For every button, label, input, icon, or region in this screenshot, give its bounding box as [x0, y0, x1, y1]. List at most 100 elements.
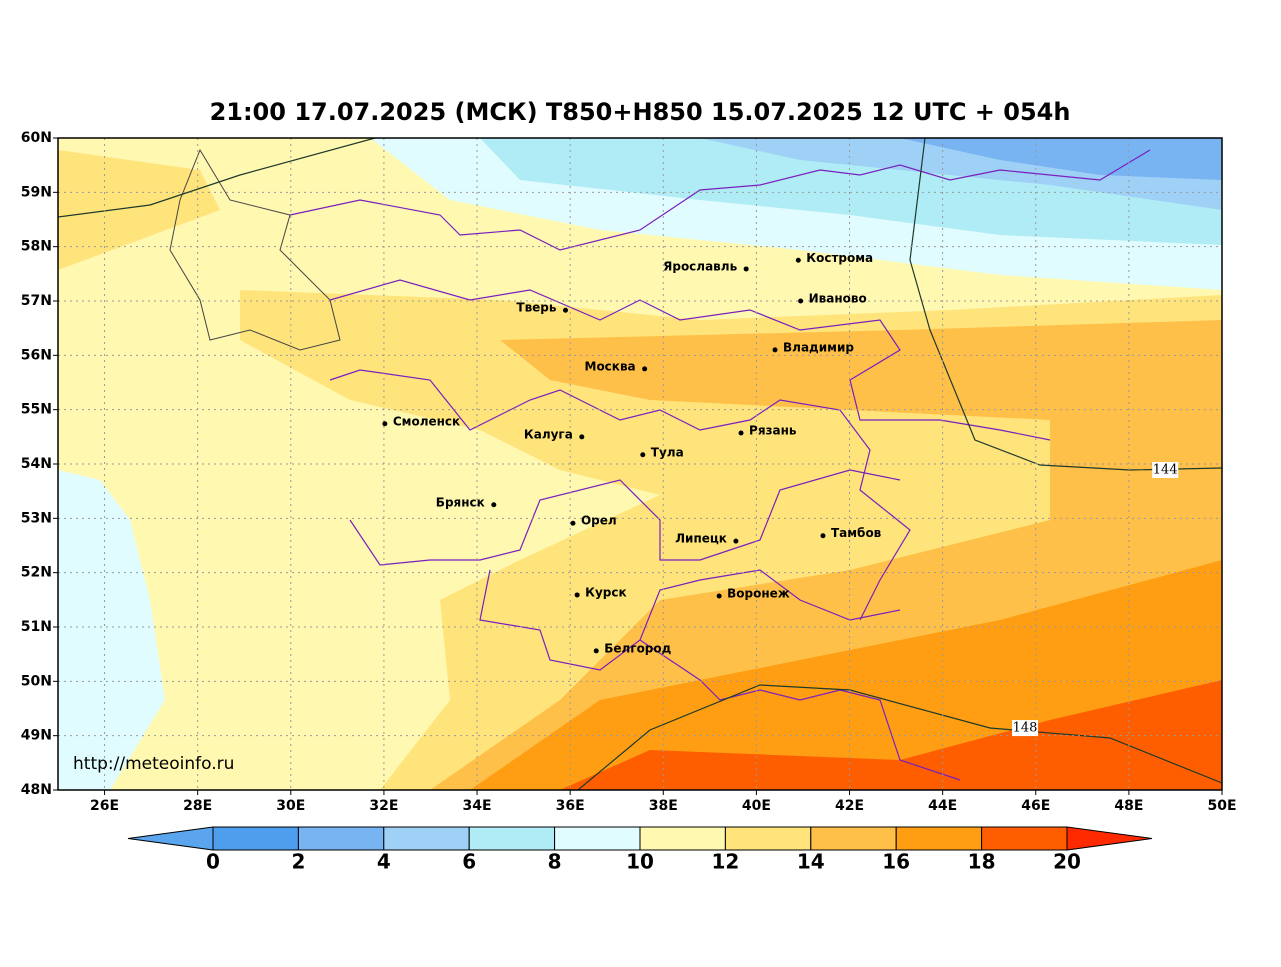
- colorbar-box: [468, 826, 556, 851]
- map-frame: [57, 137, 1223, 791]
- temperature-band: [560, 680, 1222, 790]
- x-tick-label: 30E: [276, 798, 305, 814]
- y-tick-label: 60N: [21, 130, 52, 146]
- contour-label: 144: [1153, 462, 1178, 477]
- x-tick-label: 40E: [742, 798, 771, 814]
- colorbar-tick-label: 12: [711, 850, 739, 874]
- y-tick-label: 53N: [21, 510, 52, 526]
- city-label: Тамбов: [831, 526, 882, 540]
- city-label: Калуга: [524, 427, 573, 441]
- city-label: Липецк: [675, 532, 727, 546]
- y-tick-label: 56N: [21, 347, 52, 363]
- y-tick-label: 50N: [21, 673, 52, 689]
- y-tick-label: 59N: [21, 184, 52, 200]
- colorbar-box: [297, 826, 385, 851]
- city-label: Тула: [651, 445, 684, 459]
- x-tick-label: 50E: [1207, 798, 1236, 814]
- city-marker: [820, 533, 826, 539]
- city-label: Воронеж: [727, 587, 790, 601]
- colorbar-tick-label: 0: [206, 850, 220, 874]
- contour-label-bg: [1012, 720, 1039, 737]
- city-marker: [738, 430, 744, 436]
- city-label: Смоленск: [393, 414, 460, 428]
- region-border: [329, 279, 1051, 441]
- x-tick-label: 46E: [1021, 798, 1050, 814]
- city-marker: [642, 366, 648, 372]
- colorbar: 0 2 4 6 8 10 12 14 16 18 20: [127, 826, 1153, 874]
- colorbar-box: [981, 826, 1068, 851]
- region-border: [329, 369, 911, 621]
- y-tick-label: 58N: [21, 239, 52, 255]
- contour-label-bg: [1152, 461, 1179, 478]
- colorbar-box: [810, 826, 897, 851]
- colorbar-tick-label: 14: [797, 850, 825, 874]
- source-url: http://meteoinfo.ru: [73, 754, 234, 774]
- x-tick-label: 38E: [649, 798, 678, 814]
- region-border: [289, 149, 1151, 251]
- city-marker: [593, 648, 599, 654]
- colorbar-box: [383, 826, 470, 851]
- contour-label: 148: [1013, 721, 1038, 736]
- city-label: Рязань: [749, 424, 797, 438]
- y-tick-label: 48N: [21, 782, 52, 798]
- region-border: [639, 639, 961, 781]
- city-marker: [491, 502, 497, 508]
- colorbar-tick-label: 6: [462, 850, 476, 874]
- region-border: [479, 569, 901, 671]
- colorbar-box: [639, 826, 726, 851]
- colorbar-tick-label: 10: [626, 850, 654, 874]
- colorbar-box: [554, 826, 641, 851]
- colorbar-tick-label: 20: [1053, 850, 1081, 874]
- city-marker: [795, 257, 801, 263]
- x-tick-label: 36E: [556, 798, 585, 814]
- y-tick-label: 52N: [21, 565, 52, 581]
- x-tick-label: 44E: [928, 798, 957, 814]
- region-border: [349, 469, 901, 566]
- city-label: Курск: [585, 585, 626, 599]
- colorbar-box: [895, 826, 983, 851]
- colorbar-extend-low: [127, 826, 214, 851]
- city-label: Тверь: [516, 301, 557, 315]
- city-label: Брянск: [436, 495, 485, 509]
- y-tick-label: 55N: [21, 402, 52, 418]
- x-tick-label: 48E: [1114, 798, 1143, 814]
- city-label: Кострома: [806, 251, 873, 265]
- temperature-band: [900, 138, 1222, 180]
- city-label: Орел: [581, 514, 617, 528]
- y-tick-label: 57N: [21, 293, 52, 309]
- city-label: Белгород: [604, 641, 671, 655]
- colorbar-tick-label: 4: [377, 850, 391, 874]
- colorbar-tick-label: 8: [548, 850, 562, 874]
- temperature-band: [58, 150, 220, 270]
- title: 21:00 17.07.2025 (МСК) T850+H850 15.07.2…: [210, 98, 1071, 126]
- grid: 26E 28E 30E 32E 34E 36E 38E 40E 42E 44E 46E 48E 50E 4…: [21, 130, 1237, 814]
- city-label: Владимир: [783, 340, 854, 354]
- colorbar-tick-label: 18: [968, 850, 996, 874]
- city-marker: [772, 347, 778, 353]
- city-marker: [579, 434, 585, 440]
- y-tick-label: 54N: [21, 456, 52, 472]
- x-tick-label: 32E: [369, 798, 398, 814]
- city-marker: [798, 298, 804, 304]
- colorbar-tick-label: 16: [882, 850, 910, 874]
- y-tick-label: 51N: [21, 619, 52, 635]
- colorbar-tick-label: 2: [291, 850, 305, 874]
- city-marker: [716, 593, 722, 599]
- city-marker: [733, 538, 739, 544]
- x-tick-label: 42E: [835, 798, 864, 814]
- temperature-band: [58, 470, 165, 790]
- city-marker: [563, 307, 569, 313]
- contour-line: [58, 138, 376, 218]
- x-tick-label: 34E: [463, 798, 492, 814]
- city-marker: [570, 520, 576, 526]
- city-label: Ярославль: [663, 259, 737, 273]
- colorbar-extend-high: [1066, 826, 1153, 851]
- x-tick-label: 26E: [90, 798, 119, 814]
- colorbar-box: [212, 826, 299, 851]
- city-marker: [382, 421, 388, 427]
- y-tick-label: 49N: [21, 728, 52, 744]
- colorbar-box: [724, 826, 812, 851]
- city-marker: [574, 592, 580, 598]
- x-tick-label: 28E: [183, 798, 212, 814]
